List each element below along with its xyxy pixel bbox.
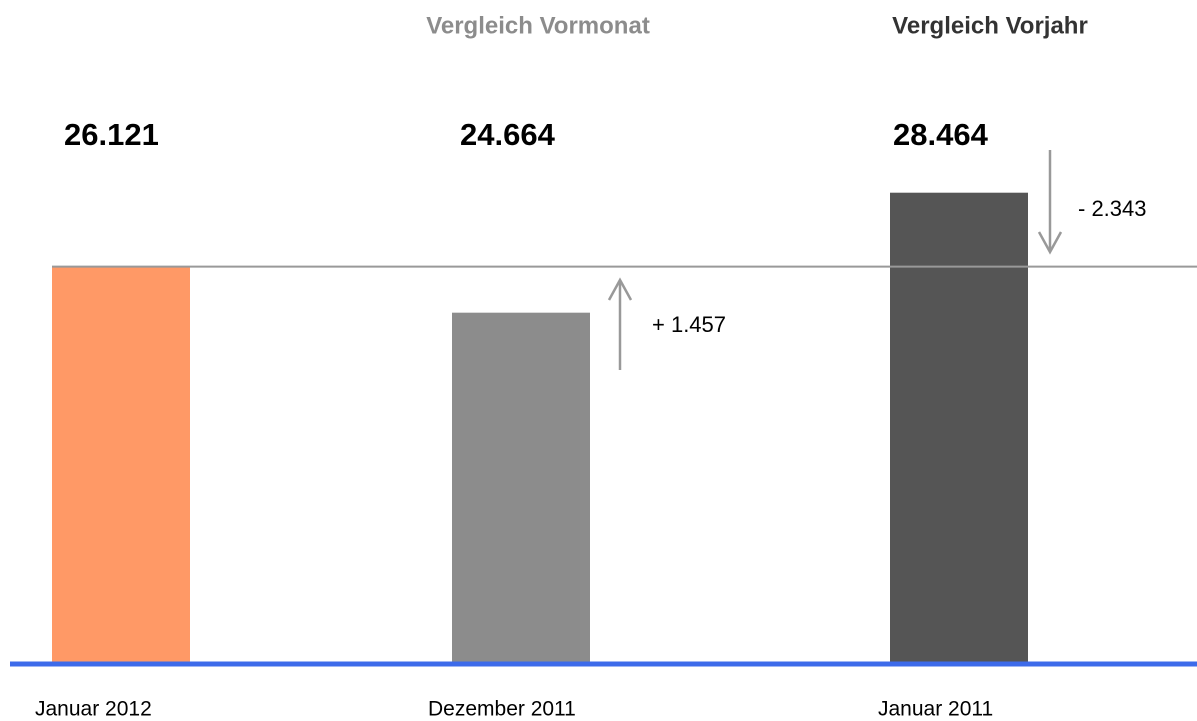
bar [452, 312, 590, 662]
bar [52, 266, 190, 662]
bar [890, 192, 1028, 662]
x-tick-label: Dezember 2011 [428, 698, 576, 721]
annotation: + 1.457 [652, 312, 726, 337]
heading: Vergleich Vorjahr [892, 12, 1088, 39]
x-tick-label: Januar 2011 [878, 698, 993, 721]
arrow-head [1037, 231, 1063, 255]
value-label: 24.664 [460, 117, 556, 152]
value-label: 28.464 [893, 117, 989, 152]
value-label: 26.121 [64, 117, 159, 152]
arrow-head [607, 277, 633, 301]
arrows [607, 150, 1063, 370]
x-tick-label: Januar 2012 [35, 698, 152, 721]
heading: Vergleich Vormonat [426, 12, 650, 39]
annotation: - 2.343 [1078, 196, 1147, 221]
